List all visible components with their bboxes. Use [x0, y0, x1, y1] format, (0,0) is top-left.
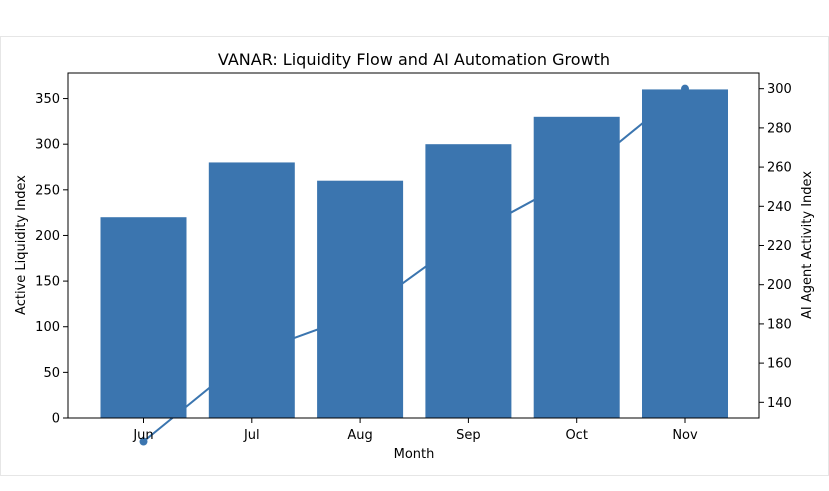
right-axis-ticks: 140 160 180 200 220 240 260 280 300 [759, 82, 792, 411]
right-tick-label: 200 [767, 278, 792, 293]
right-tick-label: 180 [767, 317, 792, 332]
right-tick-label: 240 [767, 200, 792, 215]
left-tick-label: 100 [35, 320, 60, 335]
right-axis-label: AI Agent Activity Index [800, 171, 815, 319]
right-tick-label: 140 [767, 396, 792, 411]
bars [100, 89, 728, 419]
x-axis-label: Month [394, 447, 435, 462]
bar-nov [642, 89, 728, 418]
left-tick-label: 250 [35, 183, 60, 198]
left-axis-ticks: 0 50 100 150 200 250 300 350 [35, 92, 68, 427]
right-tick-label: 220 [767, 239, 792, 254]
x-tick-label: Jun [132, 428, 153, 443]
x-tick-label: Sep [456, 428, 481, 443]
left-tick-label: 200 [35, 229, 60, 244]
left-tick-label: 350 [35, 92, 60, 107]
x-tick-label: Nov [672, 428, 698, 443]
x-tick-label: Aug [347, 428, 372, 443]
bar-oct [533, 116, 620, 419]
activity-point-jun [139, 437, 148, 446]
x-tick-label: Oct [565, 428, 587, 443]
bar-jun [100, 217, 187, 418]
bar-sep [425, 144, 512, 418]
x-tick-label: Jul [243, 428, 260, 443]
left-tick-label: 0 [52, 412, 60, 427]
left-tick-label: 300 [35, 138, 60, 153]
left-tick-label: 50 [43, 366, 60, 381]
right-tick-label: 280 [767, 121, 792, 136]
x-ticks: Jun Jul Aug Sep Oct Nov [132, 418, 698, 443]
bar-aug [317, 180, 404, 418]
right-tick-label: 260 [767, 161, 792, 176]
chart-title: VANAR: Liquidity Flow and AI Automation … [218, 50, 610, 69]
right-tick-label: 300 [767, 82, 792, 97]
right-tick-label: 160 [767, 357, 792, 372]
bar-jul [208, 162, 295, 418]
left-tick-label: 150 [35, 275, 60, 290]
left-axis-label: Active Liquidity Index [14, 175, 29, 315]
